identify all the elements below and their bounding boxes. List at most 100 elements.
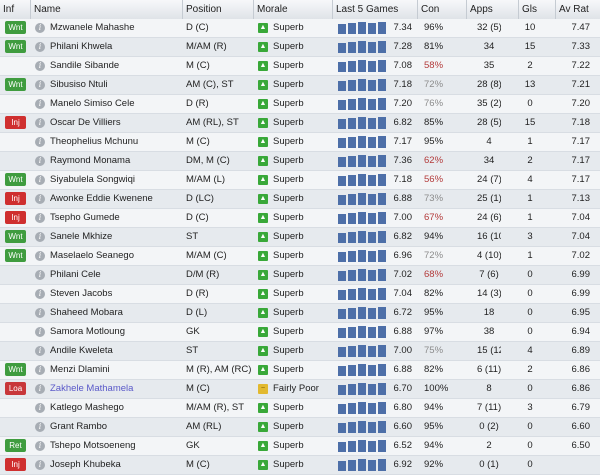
table-row[interactable]: Inj i Joseph Khubeka M (C) ▲ Superb 6.92 92% 0 (… xyxy=(0,456,600,475)
last5-average: 7.17 xyxy=(393,136,413,147)
info-icon[interactable]: i xyxy=(35,365,45,375)
last5-average: 7.20 xyxy=(393,98,413,109)
player-name[interactable]: Grant Rambo xyxy=(50,421,108,432)
player-morale: Superb xyxy=(273,459,304,470)
status-badge: Wnt xyxy=(5,230,26,243)
table-row[interactable]: i Theophelius Mchunu M (C) ▲ Superb 7.17 95% 4 1… xyxy=(0,133,600,152)
header-last5[interactable]: Last 5 Games xyxy=(333,0,418,19)
header-apps[interactable]: Apps xyxy=(467,0,519,19)
player-name[interactable]: Menzi Dlamini xyxy=(50,364,110,375)
header-inf[interactable]: Inf xyxy=(0,0,31,19)
player-name[interactable]: Tsepho Gumede xyxy=(50,212,120,223)
match-rating-bar xyxy=(378,212,386,224)
match-rating-bar xyxy=(378,22,386,34)
info-icon[interactable]: i xyxy=(35,232,45,242)
table-row[interactable]: Wnt i Philani Khwela M/AM (R) ▲ Superb 7.28 81%… xyxy=(0,38,600,57)
player-name[interactable]: Manelo Simiso Cele xyxy=(50,98,135,109)
info-icon[interactable]: i xyxy=(35,213,45,223)
table-row[interactable]: i Grant Rambo AM (RL) ▲ Superb 6.60 95% 0 (2) 0 6… xyxy=(0,418,600,437)
info-icon[interactable]: i xyxy=(35,460,45,470)
match-rating-bar xyxy=(348,346,356,357)
player-name[interactable]: Siyabulela Songwiqi xyxy=(50,174,136,185)
player-name[interactable]: Awonke Eddie Kwenene xyxy=(50,193,153,204)
morale-up-icon: ▲ xyxy=(258,365,268,375)
info-icon[interactable]: i xyxy=(35,251,45,261)
table-row[interactable]: i Manelo Simiso Cele D (R) ▲ Superb 7.20 76% 35… xyxy=(0,95,600,114)
table-row[interactable]: i Steven Jacobs D (R) ▲ Superb 7.04 82% 14 (3) 0… xyxy=(0,285,600,304)
table-row[interactable]: Wnt i Menzi Dlamini M (R), AM (RC) ▲ Superb 6.… xyxy=(0,361,600,380)
info-icon[interactable]: i xyxy=(35,99,45,109)
info-icon[interactable]: i xyxy=(35,118,45,128)
info-icon[interactable]: i xyxy=(35,175,45,185)
info-icon[interactable]: i xyxy=(35,346,45,356)
table-row[interactable]: Inj i Tsepho Gumede D (C) ▲ Superb 7.00 67% 24 (… xyxy=(0,209,600,228)
last5-average: 6.96 xyxy=(393,250,413,261)
player-name[interactable]: Philani Khwela xyxy=(50,41,113,52)
header-name[interactable]: Name xyxy=(31,0,183,19)
table-row[interactable]: i Katlego Mashego M/AM (R), ST ▲ Superb 6.80 9… xyxy=(0,399,600,418)
player-name[interactable]: Katlego Mashego xyxy=(50,402,124,413)
player-name[interactable]: Samora Motloung xyxy=(50,326,125,337)
info-icon[interactable]: i xyxy=(35,308,45,318)
player-name[interactable]: Zakhele Mathamela xyxy=(50,383,134,394)
header-position[interactable]: Position xyxy=(183,0,254,19)
info-icon[interactable]: i xyxy=(35,23,45,33)
player-avg-rating: 6.79 xyxy=(571,402,591,413)
match-rating-bar xyxy=(358,440,366,452)
player-name[interactable]: Steven Jacobs xyxy=(50,288,113,299)
info-icon[interactable]: i xyxy=(35,422,45,432)
match-rating-bar xyxy=(378,98,386,110)
table-row[interactable]: Wnt i Siyabulela Songwiqi M/AM (L) ▲ Superb 7.… xyxy=(0,171,600,190)
player-name[interactable]: Sanele Mkhize xyxy=(50,231,113,242)
table-row[interactable]: i Andile Kweleta ST ▲ Superb 7.00 75% 15 (12) 4 6… xyxy=(0,342,600,361)
match-rating-bar xyxy=(338,366,346,376)
info-icon[interactable]: i xyxy=(35,403,45,413)
info-icon[interactable]: i xyxy=(35,80,45,90)
table-row[interactable]: Inj i Awonke Eddie Kwenene D (LC) ▲ Superb 6.8… xyxy=(0,190,600,209)
player-name[interactable]: Sandile Sibande xyxy=(50,60,120,71)
table-row[interactable]: Inj i Oscar De Villiers AM (RL), ST ▲ Superb 6… xyxy=(0,114,600,133)
player-morale: Superb xyxy=(273,60,304,71)
header-avrat[interactable]: Av Rat xyxy=(559,4,589,15)
player-name[interactable]: Philani Cele xyxy=(50,269,101,280)
table-row[interactable]: i Samora Motloung GK ▲ Superb 6.88 97% 38 0 6.94 xyxy=(0,323,600,342)
player-apps: 24 (6) xyxy=(477,212,501,223)
info-icon[interactable]: i xyxy=(35,42,45,52)
table-row[interactable]: Loa i Zakhele Mathamela M (C) ~ Fairly Poor 6.… xyxy=(0,380,600,399)
table-row[interactable]: i Philani Cele D/M (R) ▲ Superb 7.02 68% 7 (6) 0… xyxy=(0,266,600,285)
player-name[interactable]: Tshepo Motsoeneng xyxy=(50,440,136,451)
info-icon[interactable]: i xyxy=(35,327,45,337)
table-row[interactable]: i Raymond Monama DM, M (C) ▲ Superb 7.36 62% 34… xyxy=(0,152,600,171)
player-avg-rating: 6.89 xyxy=(571,345,591,356)
table-row[interactable]: Wnt i Sibusiso Ntuli AM (C), ST ▲ Superb 7.18 7… xyxy=(0,76,600,95)
info-icon[interactable]: i xyxy=(35,441,45,451)
header-gls[interactable]: Gls xyxy=(519,0,556,19)
info-icon[interactable]: i xyxy=(35,289,45,299)
info-icon[interactable]: i xyxy=(35,194,45,204)
player-name[interactable]: Shaheed Mobara xyxy=(50,307,123,318)
player-name[interactable]: Joseph Khubeka xyxy=(50,459,121,470)
player-name[interactable]: Theophelius Mchunu xyxy=(50,136,139,147)
player-name[interactable]: Sibusiso Ntuli xyxy=(50,79,108,90)
info-icon[interactable]: i xyxy=(35,61,45,71)
table-row[interactable]: Wnt i Maselaelo Seanego M/AM (C) ▲ Superb 6.96… xyxy=(0,247,600,266)
player-name[interactable]: Raymond Monama xyxy=(50,155,131,166)
info-icon[interactable]: i xyxy=(35,156,45,166)
player-name[interactable]: Mzwanele Mahashe xyxy=(50,22,135,33)
header-morale[interactable]: Morale xyxy=(254,0,333,19)
table-row[interactable]: i Sandile Sibande M (C) ▲ Superb 7.08 58% 35 2 7.… xyxy=(0,57,600,76)
player-name[interactable]: Maselaelo Seanego xyxy=(50,250,134,261)
info-icon[interactable]: i xyxy=(35,270,45,280)
match-rating-bar xyxy=(348,289,356,300)
info-icon[interactable]: i xyxy=(35,384,45,394)
player-name[interactable]: Andile Kweleta xyxy=(50,345,113,356)
table-row[interactable]: Ret i Tshepo Motsoeneng GK ▲ Superb 6.52 94% 2 0 6… xyxy=(0,437,600,456)
player-condition: 81% xyxy=(424,41,444,52)
player-position: D (C) xyxy=(186,212,209,223)
info-icon[interactable]: i xyxy=(35,137,45,147)
table-row[interactable]: i Shaheed Mobara D (L) ▲ Superb 6.72 95% 18 0 6.9… xyxy=(0,304,600,323)
header-con[interactable]: Con xyxy=(418,0,467,19)
player-name[interactable]: Oscar De Villiers xyxy=(50,117,121,128)
table-row[interactable]: Wnt i Mzwanele Mahashe D (C) ▲ Superb 7.34 96% 3… xyxy=(0,19,600,38)
